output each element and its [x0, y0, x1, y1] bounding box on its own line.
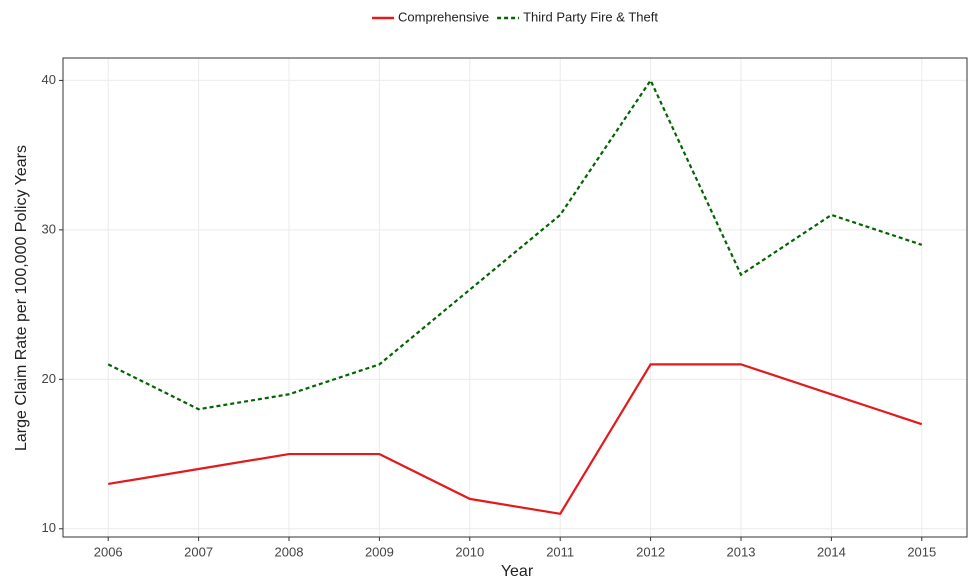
series-line	[107, 78, 923, 411]
x-tick-label: 2012	[636, 544, 665, 559]
x-tick-label: 2013	[727, 544, 756, 559]
x-tick-label: 2015	[907, 544, 936, 559]
x-tick-label: 2006	[94, 544, 123, 559]
x-tick-label: 2011	[546, 544, 574, 559]
x-tick-label: 2007	[184, 544, 213, 559]
x-tick-label: 2009	[365, 544, 394, 559]
y-tick-label: 20	[42, 371, 56, 386]
legend-label: Third Party Fire & Theft	[523, 9, 658, 24]
series-line	[108, 363, 923, 516]
y-tick-label: 10	[42, 520, 56, 535]
legend-label: Comprehensive	[398, 9, 489, 24]
legend: Comprehensive Third Party Fire & Theft	[372, 9, 658, 24]
y-tick-label: 40	[42, 72, 56, 87]
y-tick-label: 30	[42, 221, 56, 236]
x-axis-label: Year	[501, 563, 534, 580]
y-axis-label: Large Claim Rate per 100,000 Policy Year…	[13, 145, 30, 451]
x-tick-label: 2010	[455, 544, 484, 559]
x-tick-label: 2014	[817, 544, 846, 559]
x-tick-label: 2008	[275, 544, 304, 559]
plot-border	[62, 57, 968, 538]
